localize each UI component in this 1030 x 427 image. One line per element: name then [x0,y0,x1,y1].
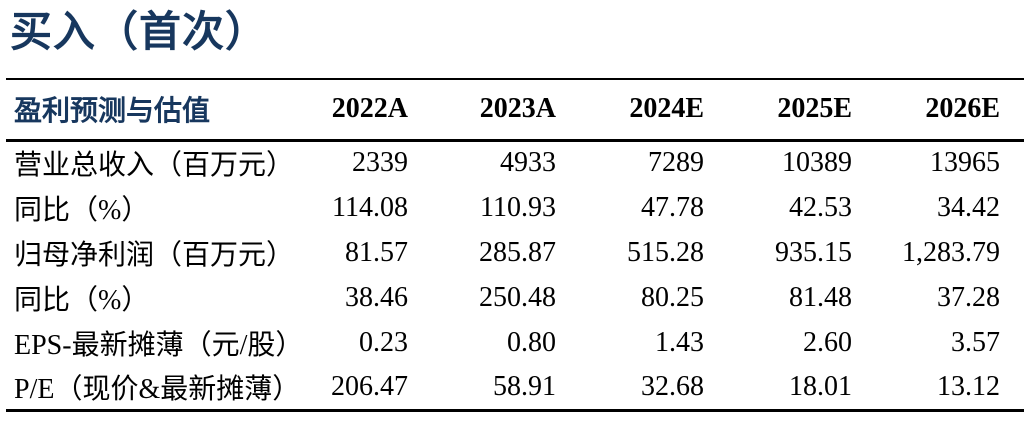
table-cell: 42.53 [789,191,852,223]
table-cell: 47.78 [641,191,704,223]
table-cell: 285.87 [479,236,556,268]
table-cell: 1.43 [655,326,704,358]
table-cell: 81.48 [789,281,852,313]
table-cell: 13.12 [937,370,1000,402]
table-cell: 37.28 [937,281,1000,313]
table-header-year-2023a: 2023A [479,93,556,125]
table-row-net-profit: 归母净利润（百万元） 81.57 285.87 515.28 935.15 1,… [6,230,1024,275]
table-header-metric: 盈利预测与估值 [14,96,211,128]
table-cell: 935.15 [775,236,852,268]
row-label: 营业总收入（百万元） [14,150,284,182]
table-cell: 250.48 [479,281,556,313]
table-cell: 110.93 [480,191,556,223]
table-cell: 206.47 [331,370,408,402]
table-cell: 13965 [930,147,1000,179]
table-cell: 81.57 [345,236,408,268]
earnings-forecast-table: 盈利预测与估值 2022A 2023A 2024E 2025E 2026E 营业… [6,78,1024,412]
table-cell: 10389 [782,147,852,179]
table-cell: 34.42 [937,191,1000,223]
table-header-row: 盈利预测与估值 2022A 2023A 2024E 2025E 2026E [6,79,1024,140]
table-row-pe: P/E（现价&最新摊薄） 206.47 58.91 32.68 18.01 13… [6,365,1024,410]
row-label: 归母净利润（百万元） [14,239,284,271]
table-cell: 18.01 [789,370,852,402]
table-cell: 1,283.79 [902,236,1000,268]
table-cell: 515.28 [627,236,704,268]
table-cell: 7289 [648,147,704,179]
table-header-year-2022a: 2022A [331,93,408,125]
table-cell: 2339 [352,147,408,179]
row-label: EPS-最新摊薄（元/股） [14,329,284,361]
table-cell: 38.46 [345,281,408,313]
table-cell: 4933 [500,147,556,179]
table-cell: 0.23 [359,326,408,358]
table-row-eps: EPS-最新摊薄（元/股） 0.23 0.80 1.43 2.60 3.57 [6,320,1024,365]
rating-title: 买入（首次） [10,10,269,56]
table-cell: 80.25 [641,281,704,313]
table-cell: 3.57 [951,326,1000,358]
table-row-net-profit-yoy: 同比（%） 38.46 250.48 80.25 81.48 37.28 [6,275,1024,320]
table-header-year-2024e: 2024E [629,93,704,125]
table-row-revenue: 营业总收入（百万元） 2339 4933 7289 10389 13965 [6,140,1024,185]
table-header-year-2025e: 2025E [777,93,852,125]
table-cell: 0.80 [507,326,556,358]
table-cell: 114.08 [332,191,408,223]
row-label: 同比（%） [14,194,150,226]
table-cell: 32.68 [641,370,704,402]
row-label: P/E（现价&最新摊薄） [14,373,284,405]
table-header-year-2026e: 2026E [925,93,1000,125]
row-label: 同比（%） [14,284,150,316]
table-cell: 58.91 [493,370,556,402]
table-row-revenue-yoy: 同比（%） 114.08 110.93 47.78 42.53 34.42 [6,185,1024,230]
table-cell: 2.60 [803,326,852,358]
